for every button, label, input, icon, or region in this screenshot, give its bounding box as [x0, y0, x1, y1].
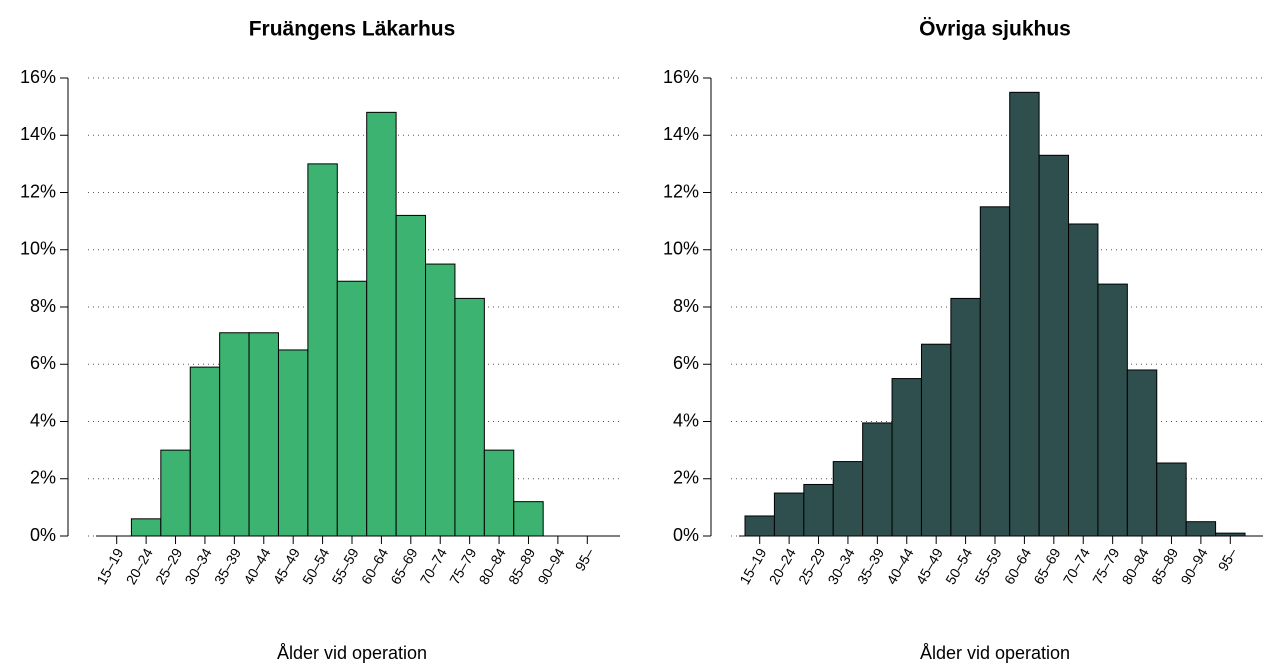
bar — [425, 263, 456, 537]
x-tick-label: 95– — [1215, 545, 1241, 573]
x-tick-label: 55–59 — [328, 545, 361, 587]
x-tick-label: 70–74 — [1060, 545, 1093, 587]
x-tick-label: 40–44 — [240, 545, 273, 587]
bar — [307, 163, 338, 537]
y-tick-label: 4% — [673, 410, 699, 430]
x-tick-label: 15–19 — [93, 545, 126, 587]
bar — [1009, 91, 1040, 537]
bar — [483, 449, 515, 537]
x-tick-label: 20–24 — [123, 545, 156, 587]
bar — [744, 515, 775, 537]
y-tick-label: 12% — [20, 181, 56, 201]
x-axis-label: Ålder vid operation — [277, 643, 427, 663]
x-tick-label: 20–24 — [766, 545, 799, 587]
y-tick-label: 10% — [20, 239, 56, 259]
y-tick-label: 8% — [673, 296, 699, 316]
x-tick-label: 65–69 — [1030, 545, 1063, 587]
x-tick-label: 80–84 — [476, 545, 509, 587]
bar — [803, 483, 834, 537]
bar — [1068, 223, 1099, 537]
x-tick-label: 75–79 — [446, 545, 479, 587]
y-tick-label: 8% — [30, 296, 56, 316]
x-tick-label: 50–54 — [942, 545, 975, 587]
y-tick-label: 0% — [673, 525, 699, 545]
x-tick-label: 30–34 — [824, 545, 857, 587]
bar — [950, 297, 981, 537]
x-tick-label: 35–39 — [854, 545, 887, 587]
bar — [336, 280, 368, 537]
y-tick-label: 4% — [30, 410, 56, 430]
y-tick-label: 2% — [30, 468, 56, 488]
bar — [920, 343, 952, 537]
bar — [1097, 283, 1128, 537]
x-tick-label: 25–29 — [152, 545, 185, 587]
x-tick-label: 35–39 — [211, 545, 244, 587]
bar — [277, 349, 309, 537]
bar — [891, 378, 922, 537]
x-tick-label: 15–19 — [736, 545, 769, 587]
x-tick-label: 80–84 — [1119, 545, 1152, 587]
x-tick-label: 90–94 — [534, 545, 567, 587]
x-tick-label: 85–89 — [505, 545, 538, 587]
bar — [366, 111, 397, 537]
y-tick-label: 12% — [663, 181, 699, 201]
chart-title: Övriga sjukhus — [919, 18, 1071, 41]
x-tick-label: 70–74 — [417, 545, 450, 587]
chart-title: Fruängens Läkarhus — [249, 18, 456, 41]
x-tick-label: 45–49 — [913, 545, 946, 587]
bar — [189, 366, 221, 537]
bar — [395, 214, 427, 537]
x-tick-label: 60–64 — [358, 545, 391, 587]
bar — [1185, 521, 1217, 537]
x-tick-label: 90–94 — [1177, 545, 1210, 587]
bar — [773, 492, 805, 537]
x-tick-label: 65–69 — [387, 545, 420, 587]
y-tick-label: 6% — [673, 353, 699, 373]
bar — [862, 422, 893, 537]
x-tick-label: 45–49 — [270, 545, 303, 587]
y-tick-label: 10% — [663, 239, 699, 259]
bar — [832, 461, 864, 537]
bar — [513, 501, 544, 537]
bar — [248, 332, 279, 537]
bar — [979, 206, 1011, 537]
bar — [1038, 154, 1070, 537]
x-tick-label: 55–59 — [971, 545, 1004, 587]
x-tick-label: 85–89 — [1148, 545, 1181, 587]
x-tick-label: 75–79 — [1089, 545, 1122, 587]
y-tick-label: 16% — [20, 67, 56, 87]
y-tick-label: 2% — [673, 468, 699, 488]
y-tick-label: 14% — [20, 124, 56, 144]
y-tick-label: 6% — [30, 353, 56, 373]
x-tick-label: 25–29 — [795, 545, 828, 587]
x-tick-label: 30–34 — [181, 545, 214, 587]
x-tick-label: 50–54 — [299, 545, 332, 587]
bar — [160, 449, 191, 537]
x-tick-label: 95– — [572, 545, 598, 573]
y-tick-label: 0% — [30, 525, 56, 545]
x-tick-label: 40–44 — [883, 545, 916, 587]
y-tick-label: 14% — [663, 124, 699, 144]
x-tick-label: 60–64 — [1001, 545, 1034, 587]
x-axis-label: Ålder vid operation — [920, 643, 1070, 663]
bar — [1126, 369, 1158, 537]
bar — [454, 297, 485, 537]
y-tick-label: 16% — [663, 67, 699, 87]
bar — [130, 518, 162, 537]
bar — [1156, 462, 1187, 537]
bar — [219, 332, 250, 537]
